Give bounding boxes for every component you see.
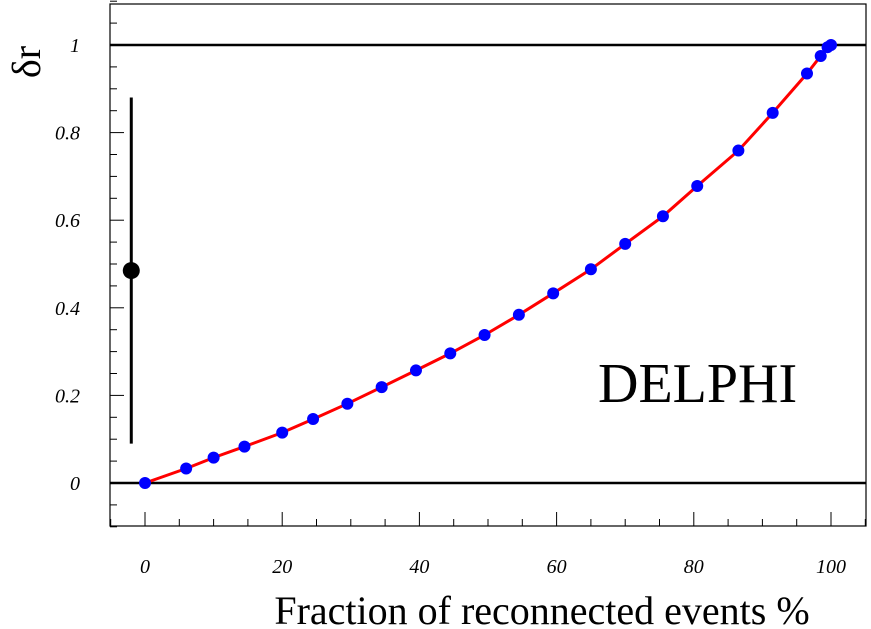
data-point-6 — [341, 397, 354, 410]
data-point-15 — [656, 210, 669, 223]
x-tick-labels: 0 20 40 60 80 100 — [140, 556, 846, 578]
data-point-11 — [512, 308, 525, 321]
data-point-22 — [825, 39, 837, 51]
data-point-5 — [307, 413, 320, 426]
y-axis-title: δr — [4, 46, 49, 78]
data-point-12 — [547, 287, 560, 300]
data-point-16 — [691, 180, 704, 193]
y-tick-label-3: 0.6 — [55, 210, 80, 232]
data-point-4 — [276, 426, 289, 439]
annotation-delphi: DELPHI — [598, 353, 797, 415]
x-minor-ticks — [110, 512, 866, 526]
measurement-point — [122, 262, 140, 280]
fit-curve — [144, 43, 832, 485]
series-layer — [122, 39, 837, 489]
data-point-8 — [409, 364, 422, 377]
y-tick-label-1: 0.2 — [55, 385, 80, 407]
y-tick-label-5: 1 — [70, 35, 80, 57]
x-tick-label-3: 60 — [547, 556, 567, 578]
data-point-1 — [180, 462, 193, 475]
y-minor-ticks — [110, 0, 124, 528]
data-point-18 — [766, 106, 779, 119]
data-point-20 — [814, 49, 827, 62]
x-tick-label-5: 100 — [816, 556, 846, 578]
x-tick-label-4: 80 — [684, 556, 704, 578]
data-point-14 — [619, 237, 632, 250]
data-point-13 — [584, 263, 597, 276]
x-tick-label-2: 40 — [409, 556, 429, 578]
x-tick-label-1: 20 — [272, 556, 292, 578]
data-point-3 — [238, 440, 251, 453]
plot-frame — [109, 3, 867, 527]
y-tick-label-2: 0.4 — [55, 298, 80, 320]
data-point-17 — [732, 144, 745, 157]
data-point-9 — [444, 347, 457, 360]
data-point-19 — [800, 67, 813, 80]
data-point-10 — [478, 328, 491, 341]
data-point-7 — [375, 381, 388, 394]
reference-lines — [110, 43, 866, 485]
data-point-0 — [139, 477, 151, 489]
x-axis-title: Fraction of reconnected events % — [274, 588, 809, 629]
y-tick-label-0: 0 — [70, 473, 80, 495]
y-tick-label-4: 0.8 — [55, 123, 80, 145]
x-tick-label-0: 0 — [140, 556, 150, 578]
data-point-2 — [207, 451, 220, 464]
y-tick-labels: 0 0.2 0.4 0.6 0.8 1 — [55, 35, 80, 495]
